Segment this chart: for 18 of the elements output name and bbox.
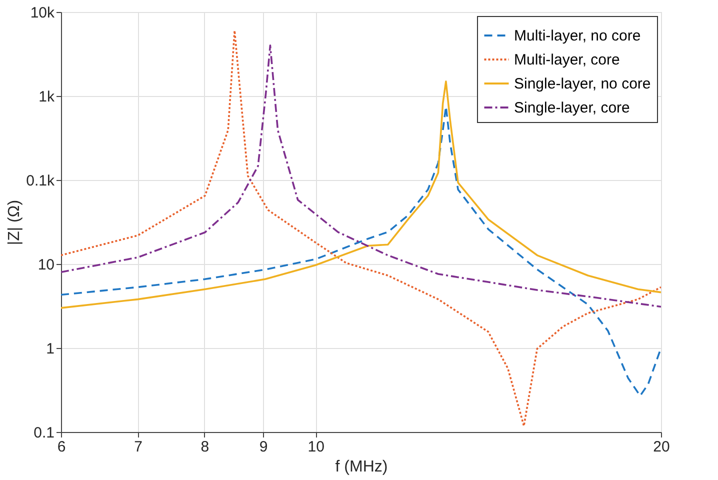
- x-tick-label: 6: [57, 438, 66, 456]
- y-tick-label: 0.1: [34, 424, 54, 442]
- y-tick-label: 0.1k: [26, 172, 55, 190]
- x-tick-label: 10: [308, 438, 324, 456]
- legend-label: Multi-layer, core: [514, 52, 620, 68]
- legend-label: Multi-layer, no core: [514, 28, 641, 44]
- legend-label: Single-layer, core: [514, 100, 630, 116]
- x-tick-label: 9: [259, 438, 268, 456]
- y-tick-label: 10k: [30, 4, 55, 22]
- y-tick-label: 1: [46, 340, 54, 358]
- y-tick-label: 1k: [38, 88, 55, 106]
- y-axis-title: |Z| (Ω): [6, 200, 24, 246]
- y-tick-label: 10: [38, 256, 54, 274]
- legend-label: Single-layer, no core: [514, 76, 651, 92]
- x-tick-label: 8: [200, 438, 210, 456]
- x-tick-label: 7: [134, 438, 142, 456]
- x-axis-title: f (MHz): [335, 458, 388, 476]
- x-tick-label: 20: [653, 438, 670, 456]
